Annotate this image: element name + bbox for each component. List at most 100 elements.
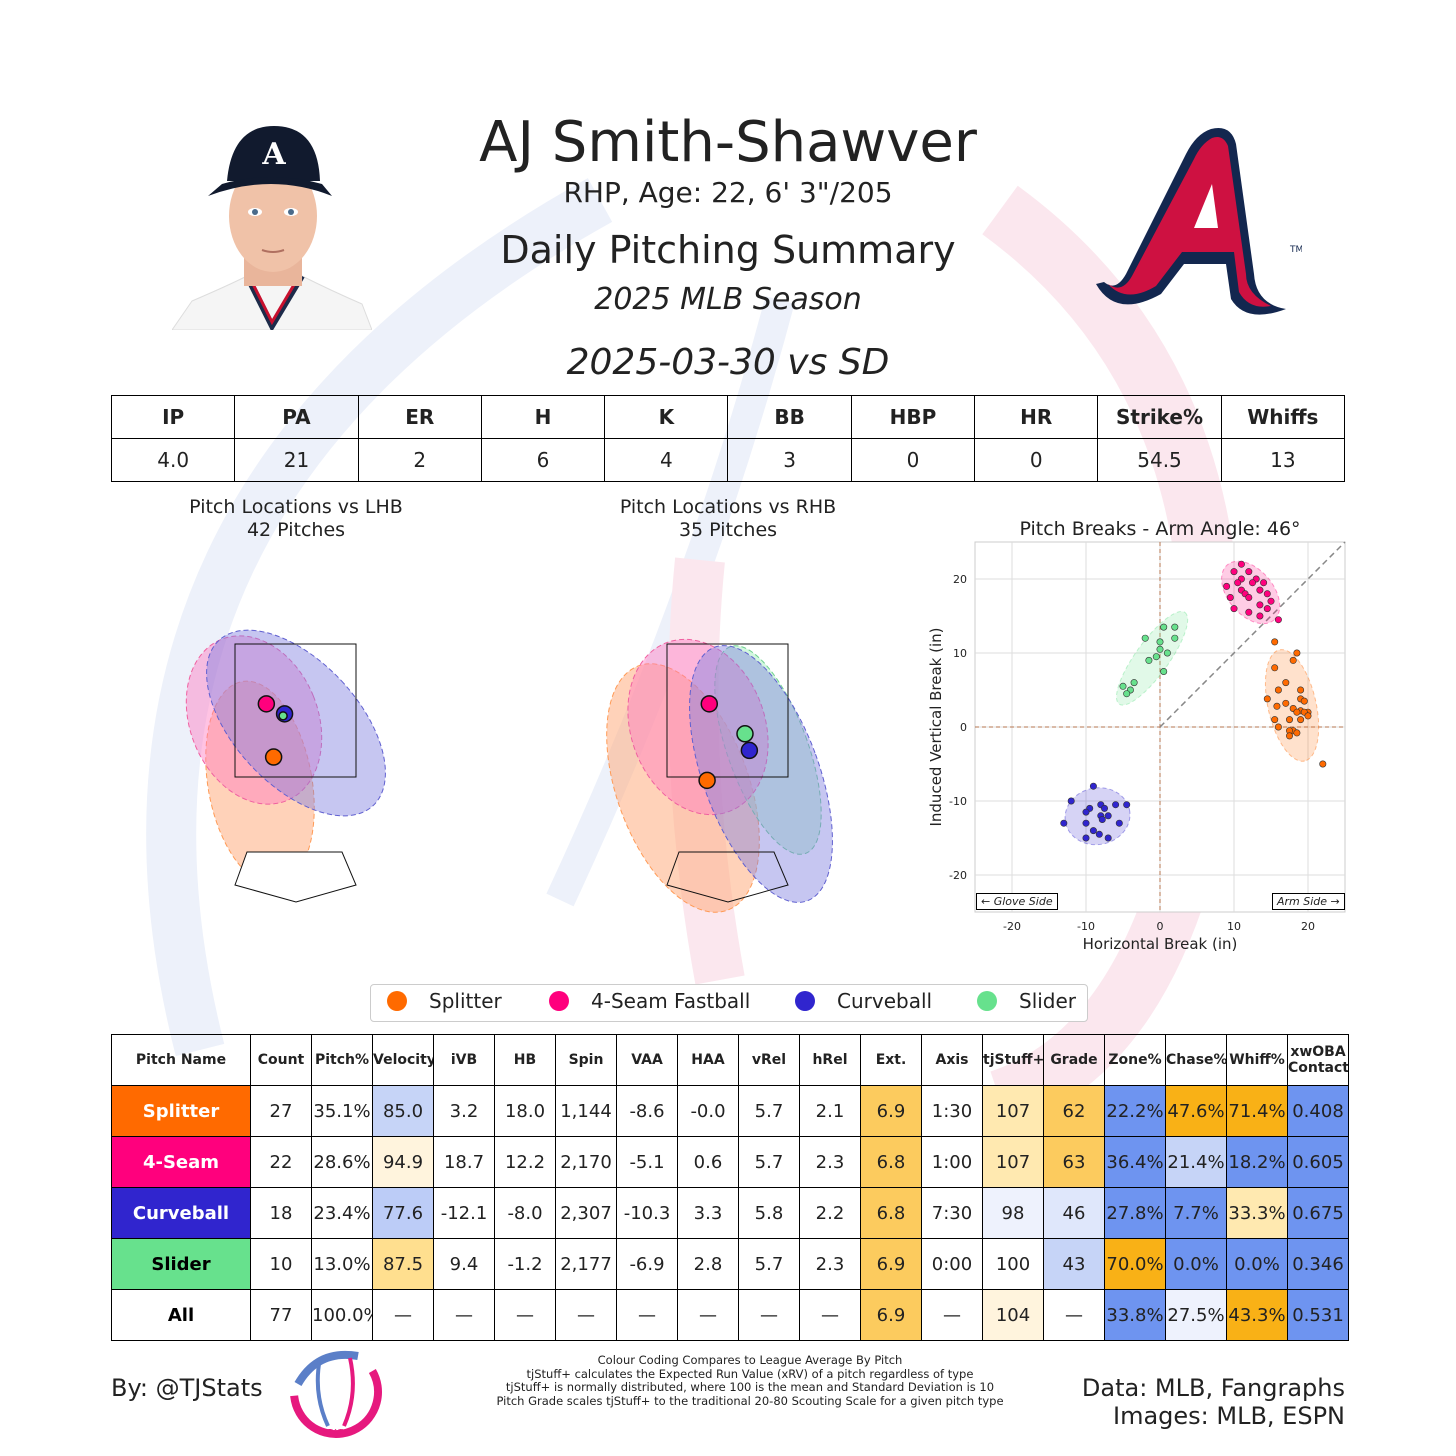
metric-cell: -1.2	[494, 1238, 556, 1290]
break-point-4-seam	[1230, 568, 1238, 576]
column-header: hRel	[799, 1034, 861, 1086]
column-header: Grade	[1043, 1034, 1105, 1086]
source-credits: Data: MLB, Fangraphs Images: MLB, ESPN	[1082, 1374, 1345, 1430]
stat-header: K	[604, 395, 729, 439]
stat-header: HBP	[850, 395, 976, 439]
curveball-swatch	[795, 991, 815, 1011]
y-axis-label: Induced Vertical Break (in)	[927, 627, 945, 826]
data-credit: Data: MLB, Fangraphs	[1081, 1374, 1345, 1402]
metric-cell: 5.8	[738, 1187, 800, 1239]
metric-cell: 27	[250, 1085, 312, 1137]
metric-cell: 27.5%	[1165, 1289, 1227, 1341]
glove-side-label: ← Glove Side	[976, 893, 1058, 910]
column-header: vRel	[738, 1034, 800, 1086]
pitch-table-header: Pitch Name Count Pitch% Velocity iVB HB Spin VA…	[111, 1034, 1349, 1086]
break-point-slider	[1156, 638, 1164, 646]
legend-label: Curveball	[837, 989, 933, 1013]
break-point-splitter	[1297, 716, 1305, 724]
stat-value: 2	[357, 438, 482, 482]
break-point-curveball	[1082, 819, 1090, 827]
column-header: Count	[250, 1034, 312, 1086]
metric-cell: 0.531	[1287, 1289, 1349, 1341]
break-point-4-seam	[1248, 579, 1256, 587]
break-point-slider	[1171, 623, 1179, 631]
column-header: HB	[494, 1034, 556, 1086]
metric-cell: 107	[982, 1136, 1044, 1188]
metric-cell: —	[494, 1289, 556, 1341]
column-header: Zone%	[1104, 1034, 1166, 1086]
metric-cell: 36.4%	[1104, 1136, 1166, 1188]
metric-cell: 43.3%	[1226, 1289, 1288, 1341]
break-point-4-seam	[1245, 593, 1253, 601]
y-tick-label: 0	[960, 721, 967, 734]
stat-header: ER	[357, 395, 482, 439]
column-header: Axis	[921, 1034, 983, 1086]
metric-cell: 12.2	[494, 1136, 556, 1188]
y-tick-label: -20	[949, 869, 967, 882]
break-point-splitter	[1274, 686, 1282, 694]
pitch-name-cell: Splitter	[111, 1085, 251, 1137]
x-tick-label: 20	[1301, 920, 1315, 933]
metric-cell: 6.8	[860, 1136, 922, 1188]
stat-value: 4.0	[110, 438, 236, 482]
stat-line-value-row: 4.0 21 2 6 4 3 0 0 54.5 13	[110, 438, 1346, 482]
stat-value: 21	[234, 438, 359, 482]
stat-line-table: IP PA ER H K BB HBP HR Strike% Whiffs 4.…	[110, 395, 1346, 482]
metric-cell: 21.4%	[1165, 1136, 1227, 1188]
metric-cell: -5.1	[616, 1136, 678, 1188]
metric-cell: 0:00	[921, 1238, 983, 1290]
column-header: Pitch%	[311, 1034, 373, 1086]
metric-cell: -0.0	[677, 1085, 739, 1137]
summary-title: Daily Pitching Summary	[500, 228, 956, 272]
arm-side-label: Arm Side →	[1272, 893, 1345, 910]
metric-cell: —	[555, 1289, 617, 1341]
metric-cell: 1,144	[555, 1085, 617, 1137]
pitch-name-cell: 4-Seam	[111, 1136, 251, 1188]
break-point-4-seam	[1230, 605, 1238, 613]
stat-value: 4	[604, 438, 729, 482]
break-point-4-seam	[1223, 582, 1231, 590]
footnote: tjStuff+ calculates the Expected Run Val…	[526, 1366, 974, 1381]
metric-cell: 43	[1043, 1238, 1105, 1290]
metric-cell: 1:30	[921, 1085, 983, 1137]
metric-cell: 2.1	[799, 1085, 861, 1137]
metric-cell: 27.8%	[1104, 1187, 1166, 1239]
metric-cell: —	[799, 1289, 861, 1341]
home-plate	[666, 851, 789, 903]
stat-header: Strike%	[1097, 395, 1222, 439]
pitch-row: Splitter 27 35.1% 85.0 3.2 18.0 1,144 -8.6 -0.0 5…	[111, 1085, 1349, 1137]
column-header: VAA	[616, 1034, 678, 1086]
metric-cell: —	[616, 1289, 678, 1341]
metric-cell: —	[921, 1289, 983, 1341]
mean-location-4-seam	[700, 695, 719, 713]
metric-cell: -8.0	[494, 1187, 556, 1239]
metric-cell: -8.6	[616, 1085, 678, 1137]
legend-label: Slider	[1019, 989, 1077, 1013]
pitch-metrics-table: Pitch Name Count Pitch% Velocity iVB HB Spin VA…	[111, 1034, 1349, 1341]
legend-item-curveball: Curveball	[795, 989, 932, 1013]
metric-cell: 18.7	[433, 1136, 495, 1188]
break-point-splitter	[1263, 695, 1271, 703]
fastball-density	[627, 638, 769, 816]
metric-cell: 22.2%	[1104, 1085, 1166, 1137]
stat-value: 13	[1220, 438, 1346, 482]
pitch-row: All77100.0%————————6.9—104—33.8%27.5%43.…	[111, 1289, 1349, 1341]
lhb-points	[257, 695, 294, 766]
x-tick-label: 0	[1157, 920, 1164, 933]
player-bio: RHP, Age: 22, 6' 3"/205	[563, 176, 893, 209]
metric-cell: -10.3	[616, 1187, 678, 1239]
metric-cell: 77.6	[372, 1187, 434, 1239]
breaks-chart-title: Pitch Breaks - Arm Angle: 46°	[1019, 518, 1301, 540]
break-point-splitter	[1304, 712, 1312, 720]
chart-ticks: -20 -10 0 10 20 -20 -10 0 10 20	[949, 573, 1315, 933]
metric-cell: 46	[1043, 1187, 1105, 1239]
break-point-splitter	[1297, 686, 1305, 694]
metric-cell: 7:30	[921, 1187, 983, 1239]
metric-cell: 100	[982, 1238, 1044, 1290]
column-header: Spin	[555, 1034, 617, 1086]
metric-cell: 10	[250, 1238, 312, 1290]
metric-cell: —	[433, 1289, 495, 1341]
break-point-slider	[1145, 656, 1153, 664]
metric-cell: 85.0	[372, 1085, 434, 1137]
rhb-count-text: 35 Pitches	[678, 519, 778, 541]
